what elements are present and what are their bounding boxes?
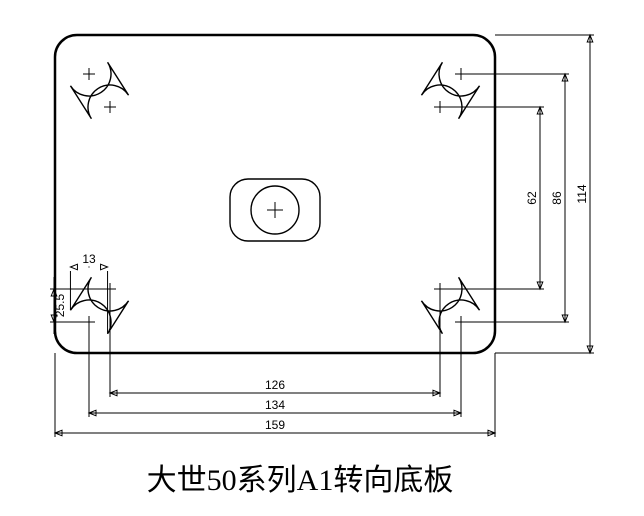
svg-text:134: 134 xyxy=(265,398,285,412)
drawing-title: 大世50系列A1转向底板 xyxy=(147,464,454,497)
svg-text:13: 13 xyxy=(82,252,96,266)
svg-text:159: 159 xyxy=(265,418,285,432)
svg-text:25.5: 25.5 xyxy=(53,293,67,317)
svg-text:62: 62 xyxy=(525,191,539,205)
svg-text:86: 86 xyxy=(550,191,564,205)
svg-text:114: 114 xyxy=(575,184,589,203)
svg-text:126: 126 xyxy=(265,378,285,392)
